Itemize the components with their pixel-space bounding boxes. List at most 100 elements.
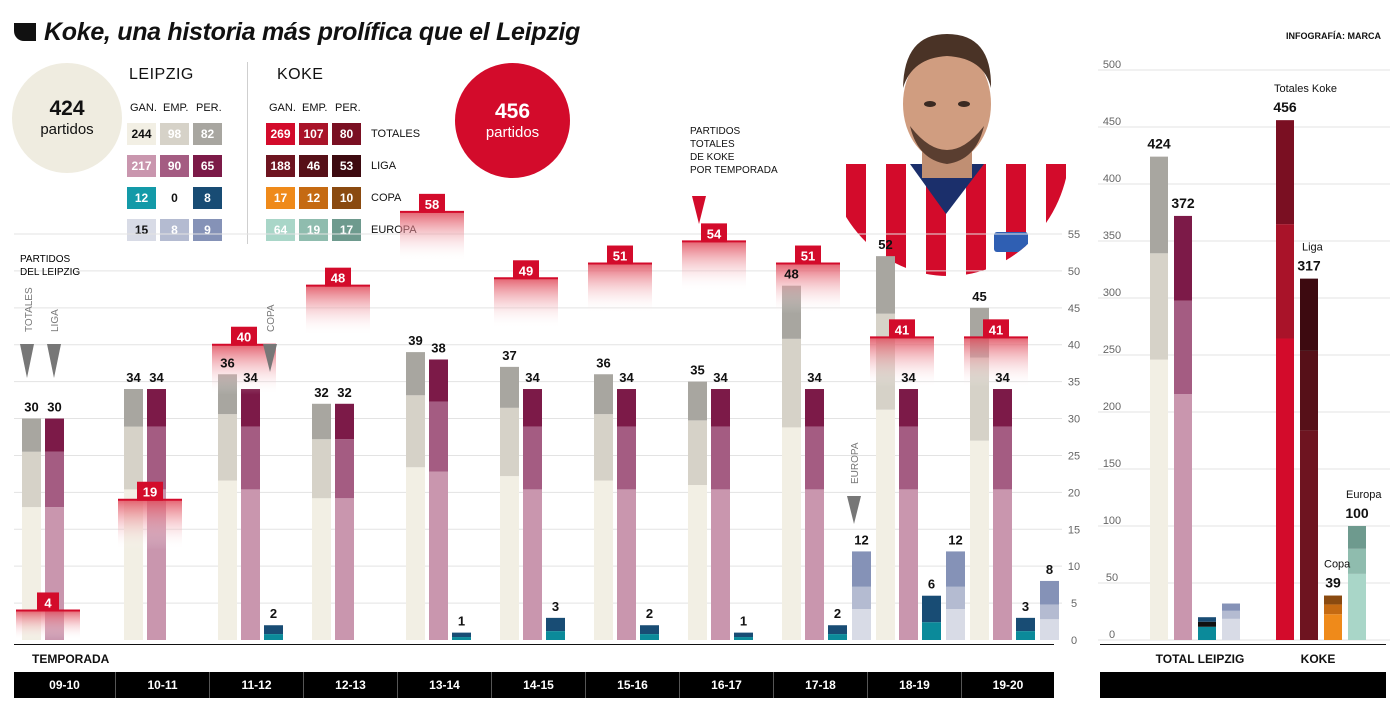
bar-leipzig-europa (1222, 610, 1240, 619)
bar-koke-copa (1324, 614, 1342, 640)
bar-totales (688, 484, 707, 640)
baseline-rule (14, 644, 1054, 645)
season-tick: 11-12 (210, 672, 304, 698)
bar-liga (147, 426, 166, 490)
koke-marker-label: 4 (44, 595, 52, 610)
value-label-totales: 39 (408, 333, 422, 348)
koke-marker (889, 319, 915, 339)
bar-europa (852, 608, 871, 640)
leipzig-totales-emp: 98 (160, 123, 189, 145)
col-leipzig-emp: EMP. (163, 102, 189, 114)
note-line-1: PARTIDOS (690, 126, 741, 137)
value-label-totales: 34 (126, 370, 141, 385)
bar-koke-liga (1300, 278, 1318, 351)
koke-band (400, 211, 464, 262)
bar-liga (617, 389, 636, 427)
season-tick: 19-20 (992, 678, 1024, 692)
copa-vertical-label: COPA (266, 304, 277, 332)
value-label-copa: 2 (834, 606, 841, 621)
bar-copa (734, 632, 753, 638)
koke-band (682, 241, 746, 292)
bar-europa (1040, 580, 1059, 605)
bar-liga (617, 489, 636, 640)
koke-header: KOKE (277, 66, 324, 83)
koke-total-number: 456 (494, 99, 531, 123)
partidos-leipzig-line1: PARTIDOS (20, 254, 71, 265)
table-divider (247, 62, 248, 244)
koke-totales-emp: 107 (299, 123, 328, 145)
value-label-liga: 34 (619, 370, 634, 385)
bar-copa (922, 595, 941, 623)
leipzig-copa-emp: 0 (160, 187, 189, 209)
flag-icon (14, 23, 36, 41)
bar-totales (406, 467, 425, 640)
bar-liga (429, 471, 448, 640)
leipzig-europa-per: 9 (193, 219, 222, 241)
bar-copa (734, 637, 753, 640)
koke-copa-per: 10 (332, 187, 361, 209)
note-line-4: POR TEMPORADA (690, 165, 778, 176)
bar-totales (970, 440, 989, 640)
value-label-copa: 2 (270, 606, 277, 621)
koke-band (776, 263, 840, 314)
koke-note-arrow-icon (692, 196, 706, 224)
totales-vertical-label: TOTALES (24, 287, 35, 332)
liga-vertical-label: LIGA (50, 309, 61, 332)
y-tick-label: 55 (1068, 229, 1080, 241)
bar-liga (805, 426, 824, 490)
value-label-liga: 34 (807, 370, 822, 385)
leipzig-header: LEIPZIG (129, 66, 194, 83)
koke-liga-per: 53 (332, 155, 361, 177)
y-tick-label: 200 (1103, 401, 1121, 413)
bar-copa (264, 634, 283, 640)
series-label-europa: Europa (1346, 489, 1382, 501)
y-tick-label: 150 (1103, 458, 1121, 470)
bar-totales (500, 476, 519, 640)
bar-leipzig-copa (1198, 617, 1216, 622)
bar-europa (946, 586, 965, 609)
bar-totales (500, 366, 519, 408)
liga-arrow-icon (47, 344, 61, 378)
koke-band (306, 285, 370, 336)
koke-marker (607, 245, 633, 265)
bar-koke-europa (1348, 573, 1366, 640)
koke-marker (231, 326, 257, 346)
value-label-koke-europa: 100 (1345, 505, 1369, 521)
value-label-totales: 48 (784, 267, 798, 282)
bar-koke-copa (1324, 595, 1342, 605)
value-label-koke-totales: 456 (1273, 99, 1297, 115)
value-label-leipzig-totales: 424 (1147, 136, 1171, 152)
koke-marker-label: 41 (895, 322, 909, 337)
koke-marker (701, 223, 727, 243)
koke-marker-label: 51 (801, 249, 815, 264)
col-koke-gan: GAN. (269, 102, 296, 114)
bar-koke-europa (1348, 526, 1366, 549)
bar-totales (876, 256, 895, 314)
bar-liga (899, 426, 918, 490)
bar-leipzig-liga (1174, 215, 1192, 301)
y-tick-label: 25 (1068, 450, 1080, 462)
bar-copa (1016, 631, 1035, 640)
koke-totales-per: 80 (332, 123, 361, 145)
bar-copa (452, 632, 471, 638)
row-label-totales: TOTALES (371, 128, 421, 140)
bar-leipzig-copa (1198, 621, 1216, 627)
leipzig-total-circle: 424 partidos (12, 63, 122, 173)
y-tick-label: 400 (1103, 173, 1121, 185)
bar-liga (45, 418, 64, 452)
bar-leipzig-europa (1222, 603, 1240, 611)
season-tick: 14-15 (492, 672, 586, 698)
summary-table: LEIPZIG KOKE GAN. EMP. PER. GAN. EMP. PE… (127, 62, 457, 252)
value-label-liga: 34 (713, 370, 728, 385)
col-koke-emp: EMP. (302, 102, 328, 114)
bar-europa (852, 551, 871, 587)
bar-liga (993, 389, 1012, 427)
bar-leipzig-totales (1150, 253, 1168, 360)
bar-liga (523, 389, 542, 427)
note-line-2: TOTALES (690, 139, 735, 150)
bar-liga (523, 489, 542, 640)
y-tick-label: 250 (1103, 344, 1121, 356)
leipzig-liga-gan: 217 (127, 155, 156, 177)
bar-totales (22, 418, 41, 452)
value-label-koke-liga: 317 (1297, 258, 1321, 274)
